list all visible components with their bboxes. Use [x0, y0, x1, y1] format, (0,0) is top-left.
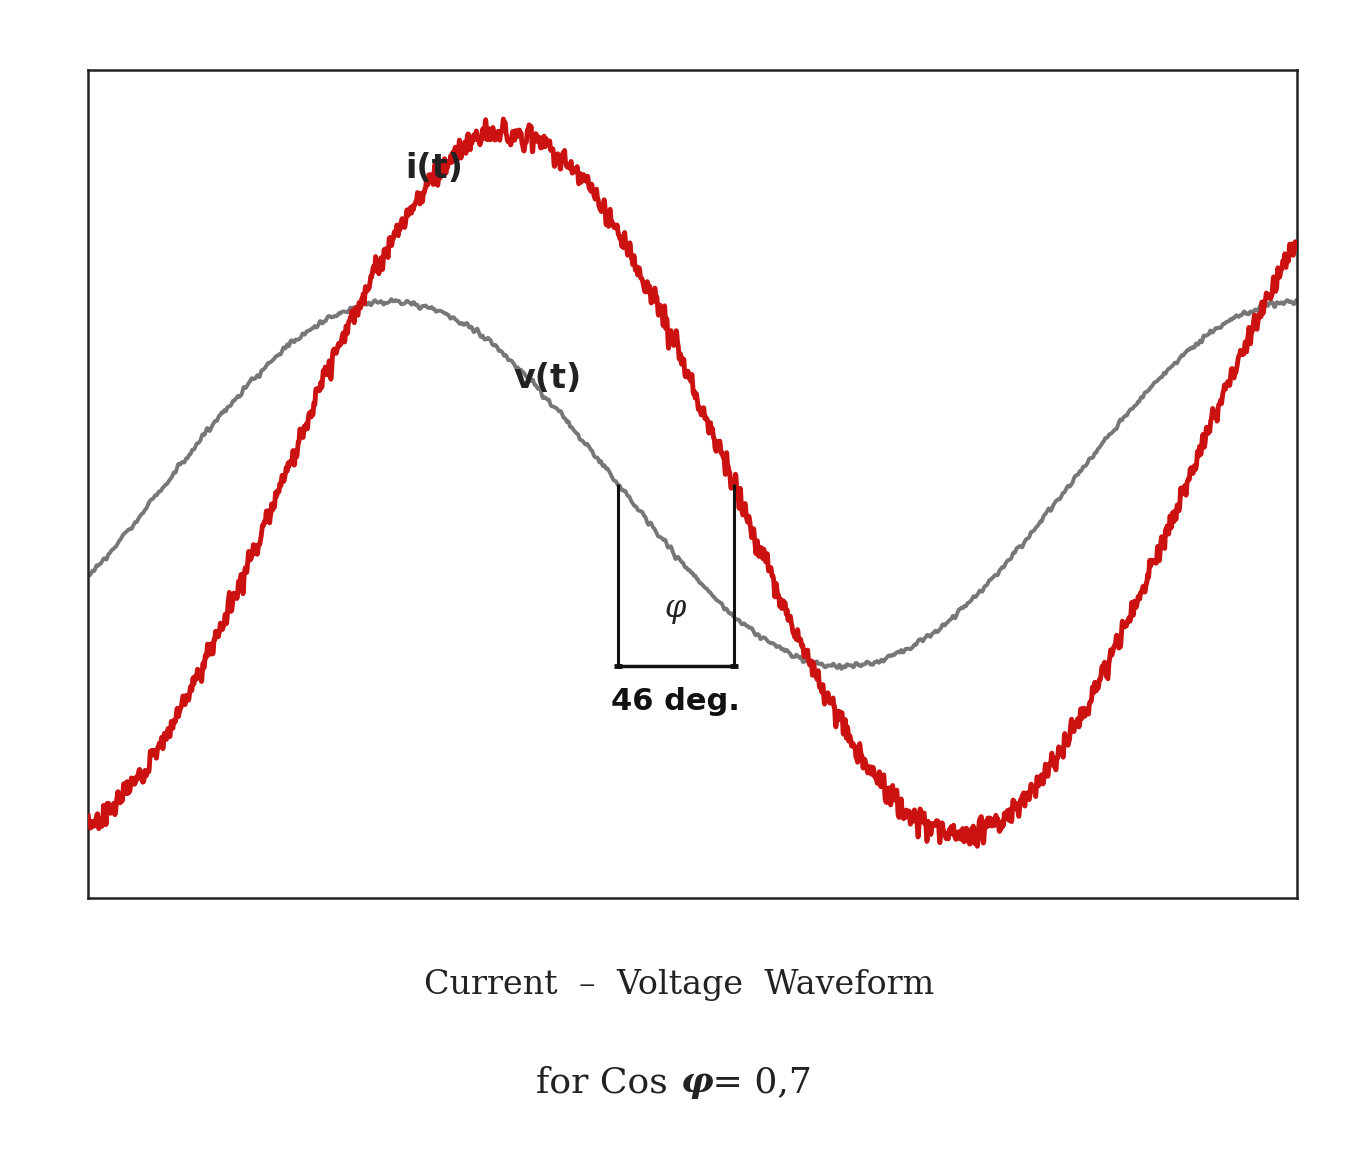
Text: v(t): v(t) [513, 363, 583, 395]
Text: φ: φ [665, 593, 686, 624]
Text: for Cos: for Cos [536, 1065, 679, 1100]
Text: i(t): i(t) [405, 152, 463, 184]
Text: = 0,7: = 0,7 [701, 1065, 812, 1100]
Text: Current  –  Voltage  Waveform: Current – Voltage Waveform [424, 969, 934, 1002]
Text: φ: φ [679, 1065, 713, 1100]
Text: 46 deg.: 46 deg. [611, 687, 740, 716]
